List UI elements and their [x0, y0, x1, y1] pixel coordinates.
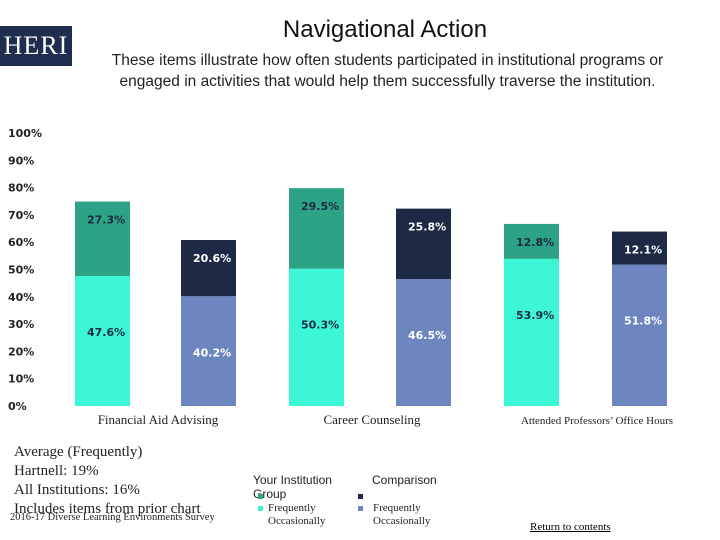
y-tick-label: 30%: [8, 318, 34, 331]
y-tick-label: 60%: [8, 236, 34, 249]
return-to-contents-link[interactable]: Return to contents: [530, 521, 611, 533]
legend-institution-labels: Frequently Occasionally: [268, 502, 325, 528]
bar-frequently: [504, 258, 559, 406]
legend-institution-heading: Your Institution Group: [253, 473, 332, 501]
source-note: 2016-17 Diverse Learning Environments Su…: [10, 512, 215, 523]
y-tick-label: 90%: [8, 154, 34, 167]
x-category-label: Attended Professors’ Office Hours: [521, 415, 673, 427]
average-all-institutions: All Institutions: 16%: [14, 482, 140, 498]
bar-frequently: [289, 268, 344, 406]
heri-logo: HERI: [0, 26, 72, 66]
bar-occasionally: [504, 223, 559, 259]
bar-frequently: [396, 279, 451, 406]
y-tick-label: 40%: [8, 291, 34, 304]
legend-inst-frequently-label: Frequently: [268, 502, 316, 514]
legend-inst-occasionally-label: Occasionally: [268, 515, 326, 527]
data-label-occasionally: 12.1%: [624, 244, 662, 257]
average-hartnell: Hartnell: 19%: [14, 463, 99, 479]
data-label-frequently: 46.5%: [408, 329, 446, 342]
stacked-bar-chart: 0% 10% 20% 30% 40% 50% 60% 70% 80% 90% 100% 47.6% 27…: [8, 127, 673, 427]
data-label-frequently: 51.8%: [624, 315, 662, 328]
data-label-frequently: 53.9%: [516, 309, 554, 322]
page-subtitle: These items illustrate how often student…: [111, 52, 664, 90]
bar-frequently: [181, 296, 236, 406]
y-tick-label: 70%: [8, 209, 34, 222]
bar-occasionally: [612, 231, 667, 265]
legend-swatch-comp-occasionally: [358, 494, 363, 499]
legend-comp-frequently-label: Frequently: [373, 502, 421, 514]
legend-comparison-labels: Frequently Occasionally: [373, 502, 430, 528]
bar-occasionally: [181, 240, 236, 297]
data-label-occasionally: 25.8%: [408, 221, 446, 234]
data-label-occasionally: 12.8%: [516, 236, 554, 249]
average-note: Includes items from prior chart: [14, 501, 201, 517]
y-tick-label: 50%: [8, 264, 34, 277]
bar-occasionally: [75, 201, 130, 277]
legend-comp-occasionally-label: Occasionally: [373, 515, 431, 527]
average-panel: Average (Frequently) Hartnell: 19% All I…: [14, 443, 201, 519]
x-category-label: Financial Aid Advising: [98, 412, 219, 427]
data-label-occasionally: 20.6%: [193, 252, 231, 265]
legend-swatch-comp-frequently: [358, 506, 363, 511]
data-label-occasionally: 27.3%: [87, 214, 125, 227]
data-label-frequently: 40.2%: [193, 346, 231, 359]
legend-comparison-heading: Comparison: [372, 473, 437, 487]
bar-occasionally: [289, 188, 344, 269]
bar-frequently: [75, 276, 130, 406]
y-tick-label: 100%: [8, 127, 42, 140]
x-category-label: Career Counseling: [323, 412, 421, 427]
y-tick-label: 0%: [8, 400, 27, 413]
legend-swatch-inst-occasionally: [258, 494, 263, 499]
page-title: Navigational Action: [282, 16, 488, 43]
y-tick-label: 20%: [8, 345, 34, 358]
bar-frequently: [612, 264, 667, 406]
data-label-occasionally: 29.5%: [301, 200, 339, 213]
legend-swatch-inst-frequently: [258, 506, 263, 511]
data-label-frequently: 50.3%: [301, 319, 339, 332]
average-heading: Average (Frequently): [14, 444, 143, 460]
bar-occasionally: [396, 208, 451, 280]
y-tick-label: 80%: [8, 182, 34, 195]
data-label-frequently: 47.6%: [87, 326, 125, 339]
y-tick-label: 10%: [8, 373, 34, 386]
